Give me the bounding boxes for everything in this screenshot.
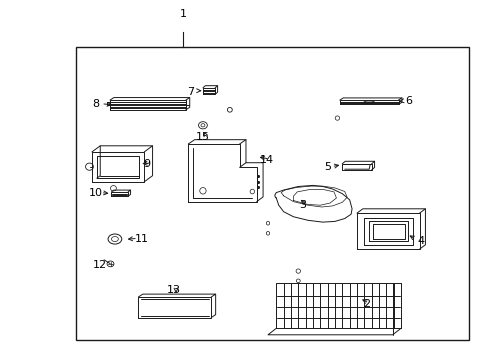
Text: 2: 2 bbox=[363, 299, 369, 309]
Text: 9: 9 bbox=[143, 159, 150, 169]
Text: 13: 13 bbox=[166, 285, 180, 295]
Text: 8: 8 bbox=[92, 99, 99, 109]
Text: 11: 11 bbox=[135, 234, 148, 244]
Text: 10: 10 bbox=[88, 188, 102, 198]
Text: 15: 15 bbox=[196, 132, 209, 142]
Bar bbox=[76, 47, 468, 340]
Text: 1: 1 bbox=[180, 9, 186, 19]
Text: 12: 12 bbox=[93, 260, 107, 270]
Text: 4: 4 bbox=[416, 236, 423, 246]
Text: 7: 7 bbox=[187, 87, 194, 97]
Text: 6: 6 bbox=[404, 96, 411, 106]
Text: 3: 3 bbox=[299, 200, 306, 210]
Text: 5: 5 bbox=[324, 162, 330, 172]
Text: 14: 14 bbox=[259, 155, 273, 165]
